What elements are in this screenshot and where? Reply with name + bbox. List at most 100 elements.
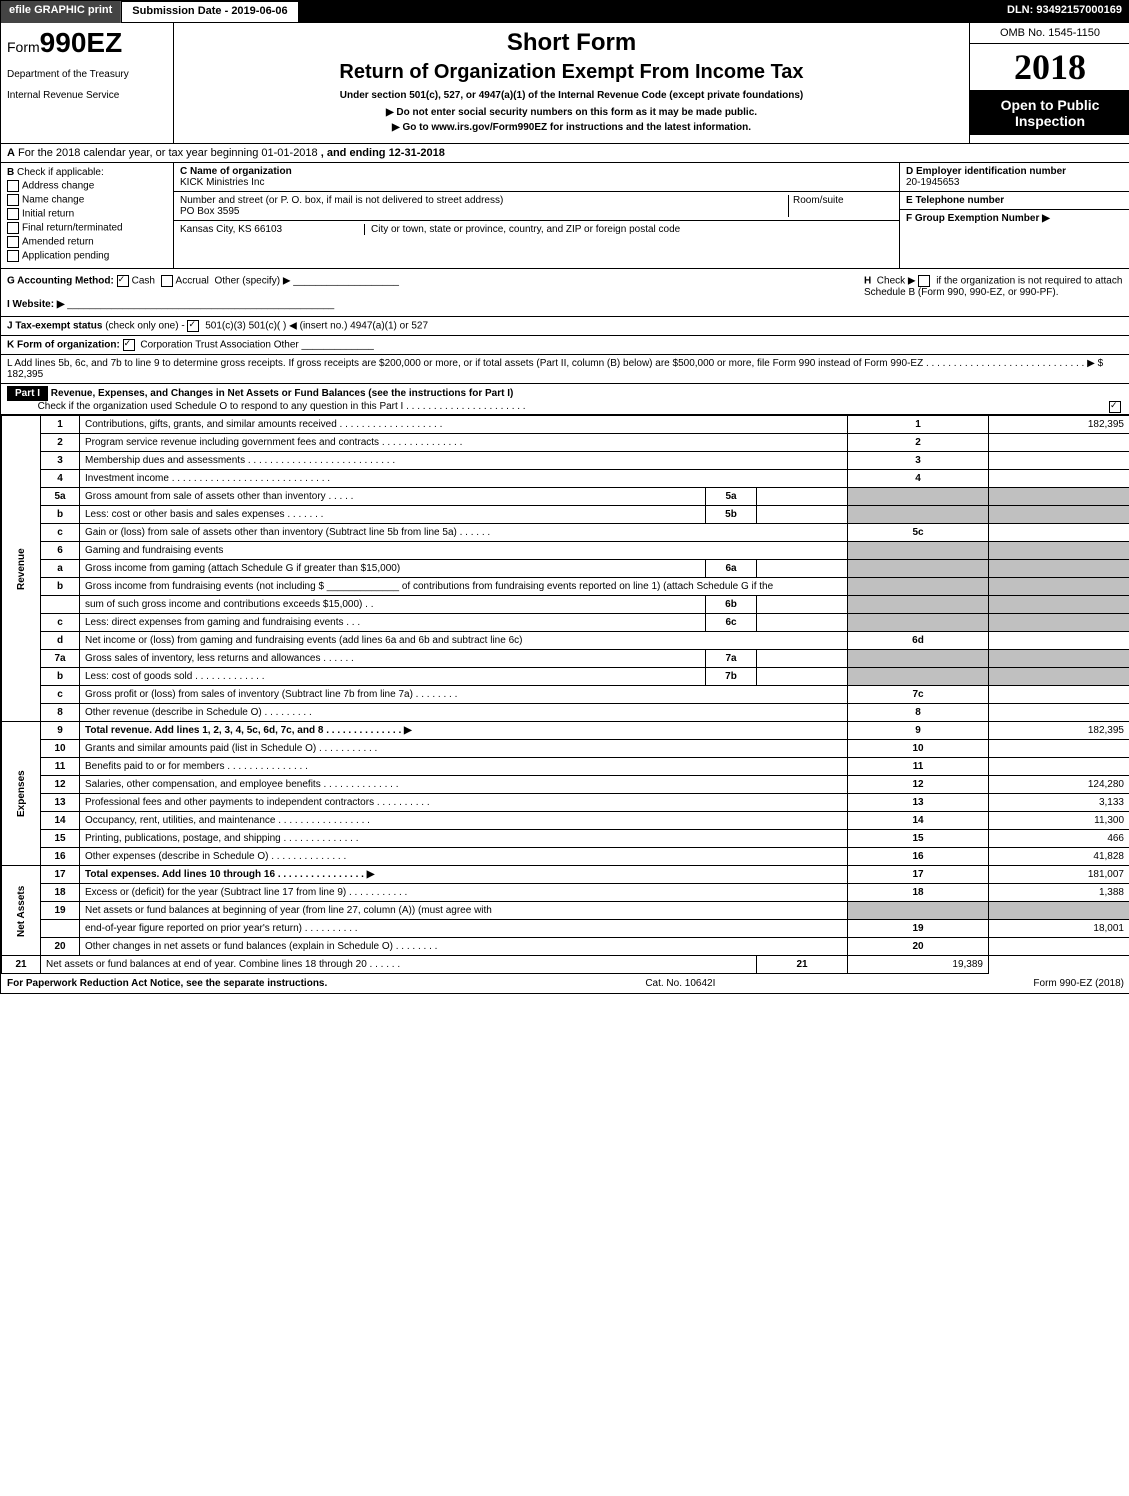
title-right: OMB No. 1545-1150 2018 Open to Public In… bbox=[969, 23, 1129, 143]
line-num: 14 bbox=[41, 812, 80, 830]
line-val bbox=[989, 506, 1129, 524]
line-box bbox=[848, 902, 989, 920]
line-num: d bbox=[41, 632, 80, 650]
checkbox-schedule-b[interactable] bbox=[918, 275, 930, 287]
line-val bbox=[989, 542, 1129, 560]
section-g-left: G Accounting Method: Cash Accrual Other … bbox=[7, 275, 864, 310]
line-desc: Contributions, gifts, grants, and simila… bbox=[80, 416, 848, 434]
section-ghi: G Accounting Method: Cash Accrual Other … bbox=[1, 269, 1129, 317]
return-of-title: Return of Organization Exempt From Incom… bbox=[180, 61, 963, 84]
line-num: 7a bbox=[41, 650, 80, 668]
line-box: 18 bbox=[848, 884, 989, 902]
checkbox-name-change[interactable]: Name change bbox=[7, 194, 167, 206]
line-desc: Salaries, other compensation, and employ… bbox=[80, 776, 848, 794]
table-row: bGross income from fundraising events (n… bbox=[2, 578, 1129, 596]
checkbox-corporation[interactable] bbox=[123, 339, 135, 351]
efile-print-button[interactable]: efile GRAPHIC print bbox=[1, 1, 121, 23]
checkbox-address-change[interactable]: Address change bbox=[7, 180, 167, 192]
city-row: Kansas City, KS 66103 City or town, stat… bbox=[174, 221, 899, 238]
opt-accrual: Accrual bbox=[176, 276, 209, 287]
line-desc: end-of-year figure reported on prior yea… bbox=[80, 920, 848, 938]
line-desc: Less: cost of goods sold . . . . . . . .… bbox=[80, 668, 706, 686]
line-val: 124,280 bbox=[989, 776, 1129, 794]
street-value: PO Box 3595 bbox=[180, 206, 788, 217]
tax-year-text: For the 2018 calendar year, or tax year … bbox=[18, 147, 318, 159]
label-a: A bbox=[7, 147, 15, 159]
line-val bbox=[989, 758, 1129, 776]
table-row: 3Membership dues and assessments . . . .… bbox=[2, 452, 1129, 470]
city-hint: City or town, state or province, country… bbox=[365, 224, 893, 235]
checkbox-accrual[interactable] bbox=[161, 275, 173, 287]
j-label: J Tax-exempt status bbox=[7, 321, 102, 332]
column-b: B Check if applicable: Address change Na… bbox=[1, 163, 174, 268]
table-row: 14Occupancy, rent, utilities, and mainte… bbox=[2, 812, 1129, 830]
line-desc: Gross profit or (loss) from sales of inv… bbox=[80, 686, 848, 704]
ein-row: D Employer identification number 20-1945… bbox=[900, 163, 1129, 192]
table-row: 6Gaming and fundraising events bbox=[2, 542, 1129, 560]
line-num: b bbox=[41, 668, 80, 686]
line-box bbox=[848, 596, 989, 614]
checkbox-cash[interactable] bbox=[117, 275, 129, 287]
line-val bbox=[989, 470, 1129, 488]
line-val bbox=[989, 614, 1129, 632]
table-row: 2Program service revenue including gover… bbox=[2, 434, 1129, 452]
checkbox-initial-return[interactable]: Initial return bbox=[7, 208, 167, 220]
line-val bbox=[989, 686, 1129, 704]
irs-label: Internal Revenue Service bbox=[7, 90, 167, 101]
opt-other: Other (specify) ▶ bbox=[214, 276, 290, 287]
line-box: 17 bbox=[848, 866, 989, 884]
checkbox-amended-return[interactable]: Amended return bbox=[7, 236, 167, 248]
table-row: aGross income from gaming (attach Schedu… bbox=[2, 560, 1129, 578]
side-label: Expenses bbox=[2, 722, 41, 866]
line-val bbox=[989, 488, 1129, 506]
line-num: 3 bbox=[41, 452, 80, 470]
ein-value: 20-1945653 bbox=[906, 177, 959, 188]
line-desc: Gross income from fundraising events (no… bbox=[80, 578, 848, 596]
checkbox-501c3[interactable] bbox=[187, 320, 199, 332]
line-desc: Benefits paid to or for members . . . . … bbox=[80, 758, 848, 776]
tax-year: 2018 bbox=[970, 44, 1129, 91]
table-row: 13Professional fees and other payments t… bbox=[2, 794, 1129, 812]
line-box: 4 bbox=[848, 470, 989, 488]
checkbox-application-pending[interactable]: Application pending bbox=[7, 250, 167, 262]
line-num: 13 bbox=[41, 794, 80, 812]
paperwork-notice: For Paperwork Reduction Act Notice, see … bbox=[7, 978, 327, 989]
line-desc: Professional fees and other payments to … bbox=[80, 794, 848, 812]
line-num bbox=[41, 596, 80, 614]
line-num: 18 bbox=[41, 884, 80, 902]
line-box: 21 bbox=[757, 956, 848, 974]
table-row: 16Other expenses (describe in Schedule O… bbox=[2, 848, 1129, 866]
street-label: Number and street (or P. O. box, if mail… bbox=[180, 195, 788, 206]
form-ref: Form 990-EZ (2018) bbox=[1033, 978, 1124, 989]
checkbox-schedule-o[interactable] bbox=[1109, 401, 1121, 413]
sub-line-num: 6c bbox=[706, 614, 757, 632]
dln-label: DLN: 93492157000169 bbox=[999, 1, 1129, 23]
table-row: sum of such gross income and contributio… bbox=[2, 596, 1129, 614]
phone-row: E Telephone number bbox=[900, 192, 1129, 210]
line-num: 9 bbox=[41, 722, 80, 740]
line-desc: Less: cost or other basis and sales expe… bbox=[80, 506, 706, 524]
line-val: 182,395 bbox=[989, 416, 1129, 434]
header-spacer bbox=[299, 1, 999, 23]
line-desc: Printing, publications, postage, and shi… bbox=[80, 830, 848, 848]
line-val bbox=[989, 632, 1129, 650]
line-val: 466 bbox=[989, 830, 1129, 848]
line-box bbox=[848, 578, 989, 596]
table-row: bLess: cost of goods sold . . . . . . . … bbox=[2, 668, 1129, 686]
line-box: 20 bbox=[848, 938, 989, 956]
line-val bbox=[989, 578, 1129, 596]
part1-check-o: Check if the organization used Schedule … bbox=[38, 401, 526, 412]
line-desc: Gross amount from sale of assets other t… bbox=[80, 488, 706, 506]
line-box: 1 bbox=[848, 416, 989, 434]
line-desc: sum of such gross income and contributio… bbox=[80, 596, 706, 614]
do-not-enter: ▶ Do not enter social security numbers o… bbox=[180, 107, 963, 118]
go-to-link[interactable]: ▶ Go to www.irs.gov/Form990EZ for instru… bbox=[180, 122, 963, 133]
line-val bbox=[989, 560, 1129, 578]
table-row: 19Net assets or fund balances at beginni… bbox=[2, 902, 1129, 920]
sub-line-val bbox=[757, 650, 848, 668]
line-desc: Gross income from gaming (attach Schedul… bbox=[80, 560, 706, 578]
h-label: H bbox=[864, 276, 871, 287]
section-k: K Form of organization: Corporation Trus… bbox=[1, 336, 1129, 355]
line-desc: Excess or (deficit) for the year (Subtra… bbox=[80, 884, 848, 902]
checkbox-final-return[interactable]: Final return/terminated bbox=[7, 222, 167, 234]
